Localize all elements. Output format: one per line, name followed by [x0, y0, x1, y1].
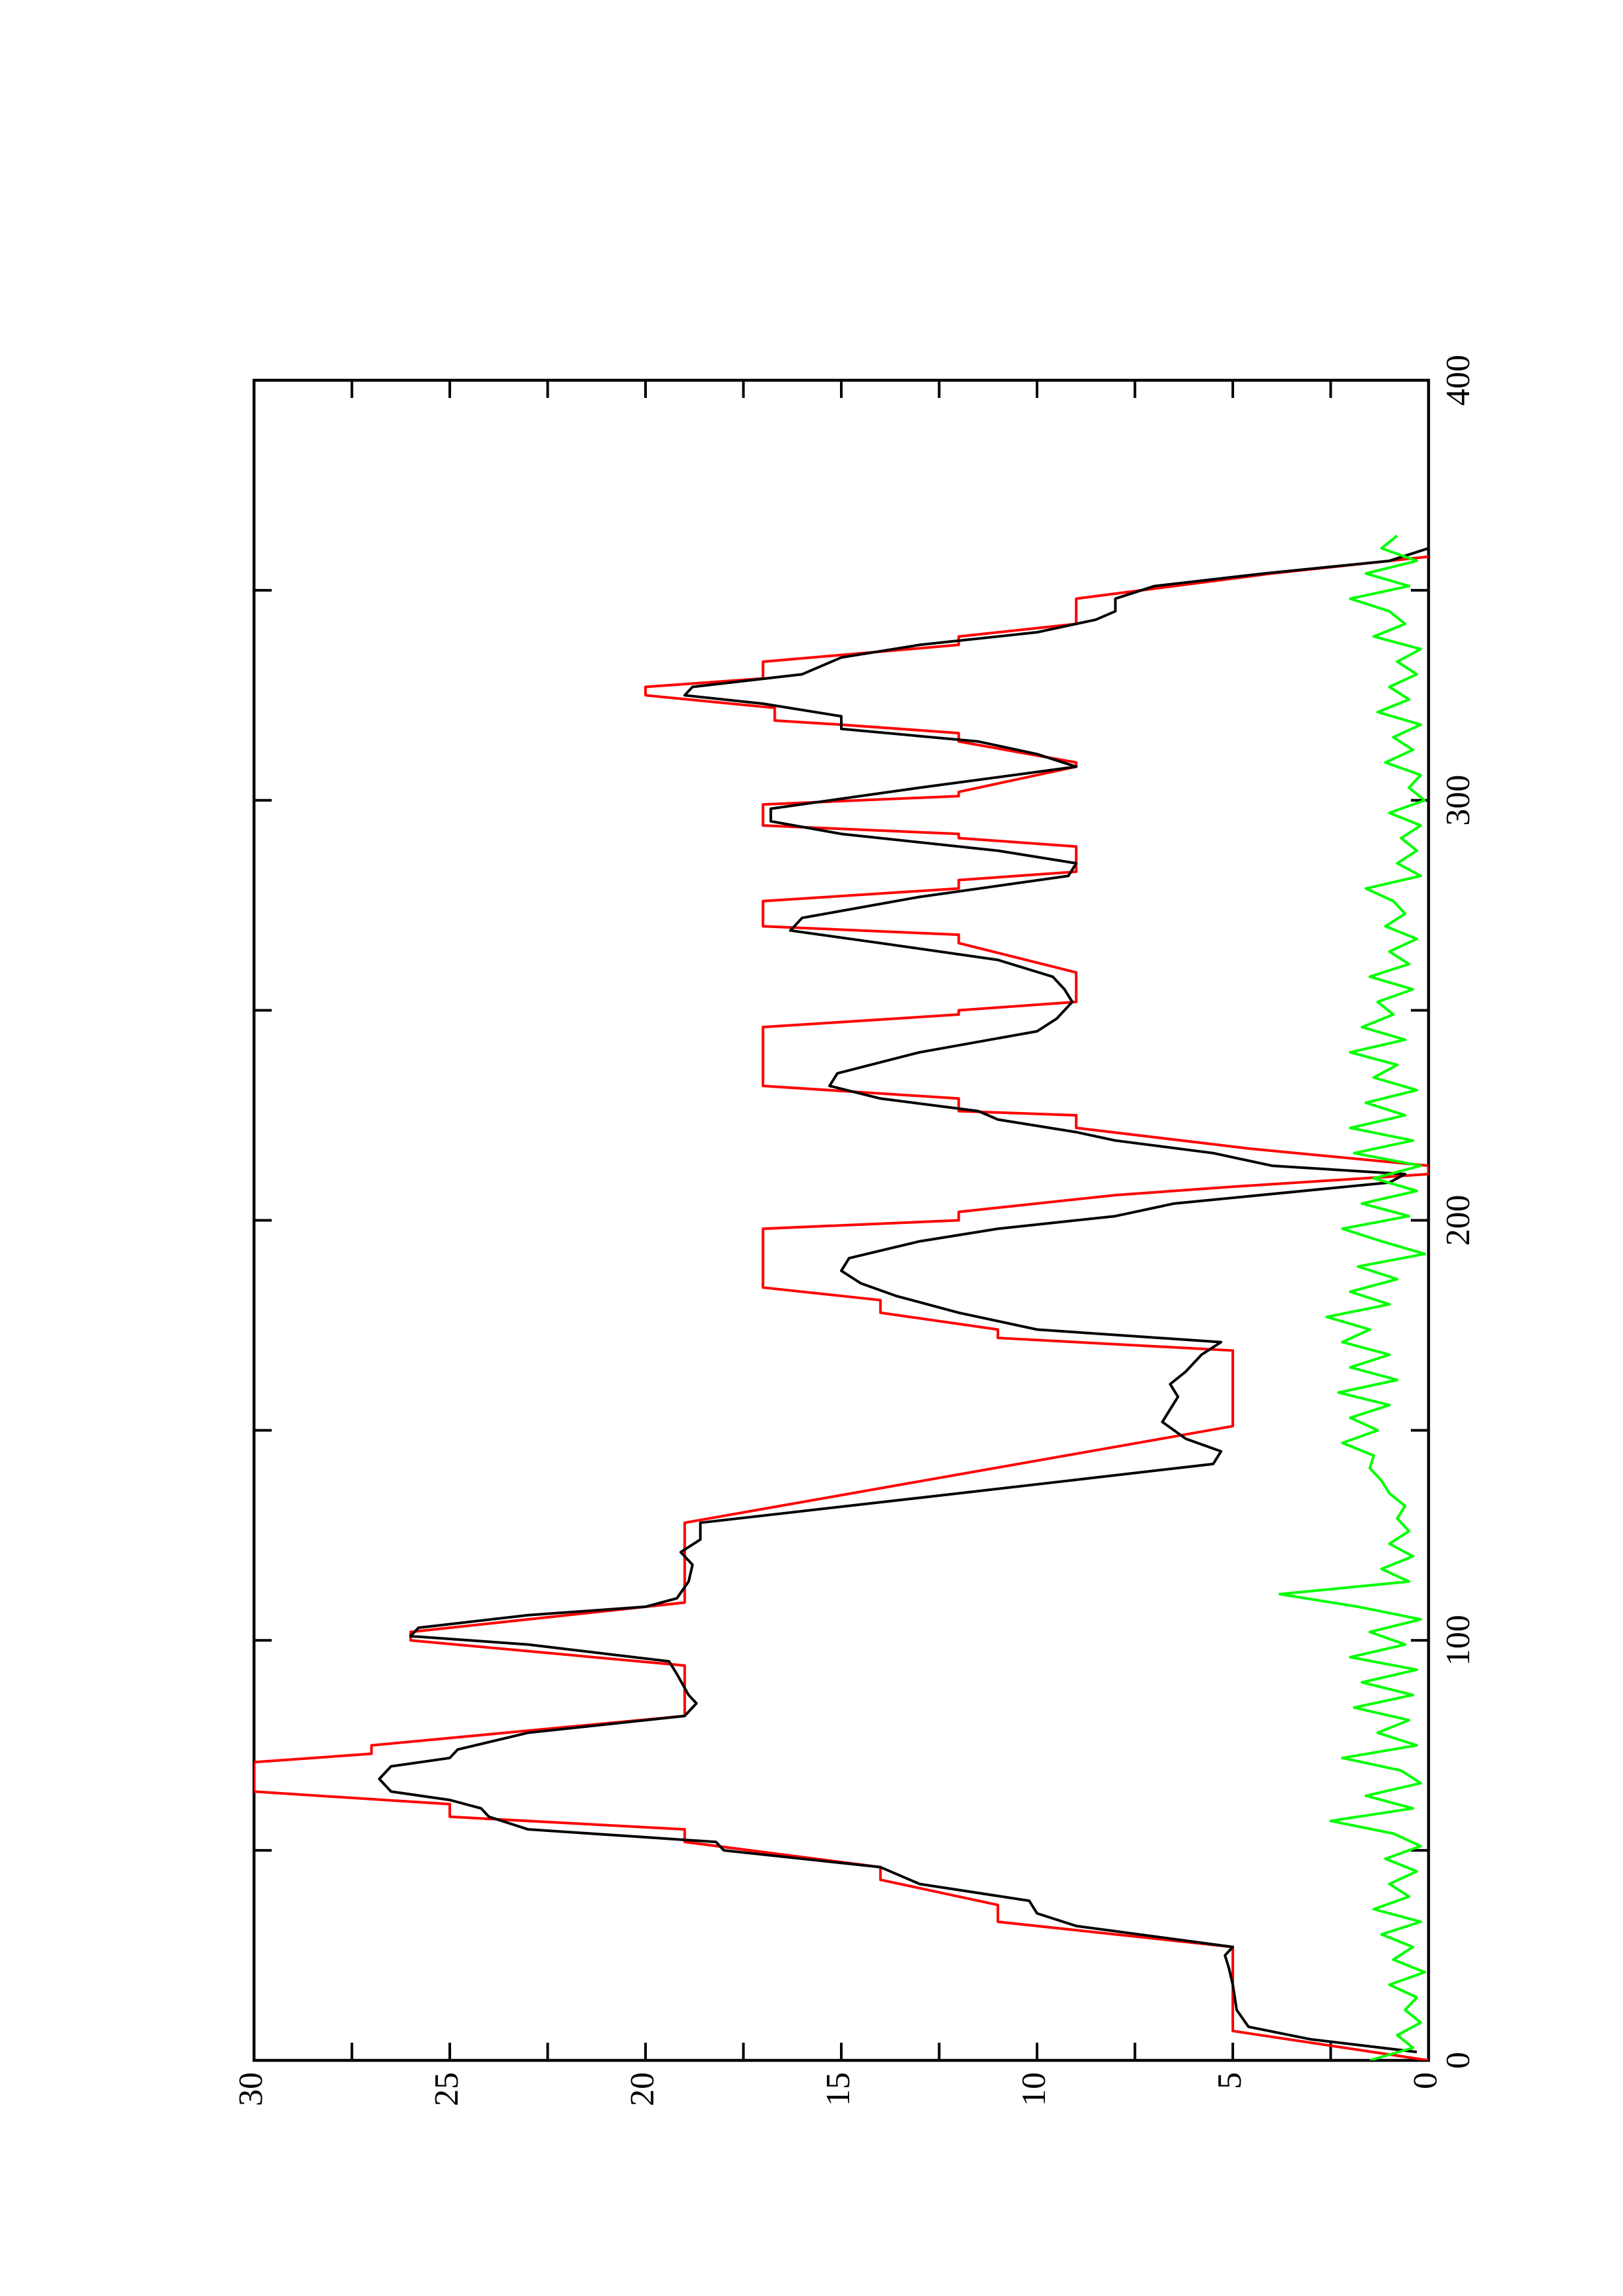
y-tick-label: 5 [1211, 2072, 1249, 2089]
data-line [378, 547, 1429, 2054]
data-line [254, 555, 1429, 2060]
y-tick-label: 0 [1407, 2072, 1444, 2089]
x-tick-label: 300 [1440, 775, 1477, 826]
x-tick-label: 0 [1440, 2052, 1477, 2069]
y-tick-label: 10 [1015, 2072, 1053, 2106]
data-line [1278, 534, 1427, 2060]
x-tick-label: 200 [1440, 1195, 1477, 1246]
plot-frame [252, 378, 1431, 2062]
y-tick-label: 30 [232, 2072, 270, 2106]
x-tick-label: 100 [1440, 1615, 1477, 1666]
y-tick-label: 25 [428, 2072, 465, 2106]
y-tick-label: 15 [820, 2072, 857, 2106]
y-tick-label: 20 [624, 2072, 661, 2106]
x-tick-label: 400 [1440, 355, 1477, 406]
plot-area: 0 100 200 300 400 0 5 10 15 20 25 30 [232, 355, 1477, 2106]
